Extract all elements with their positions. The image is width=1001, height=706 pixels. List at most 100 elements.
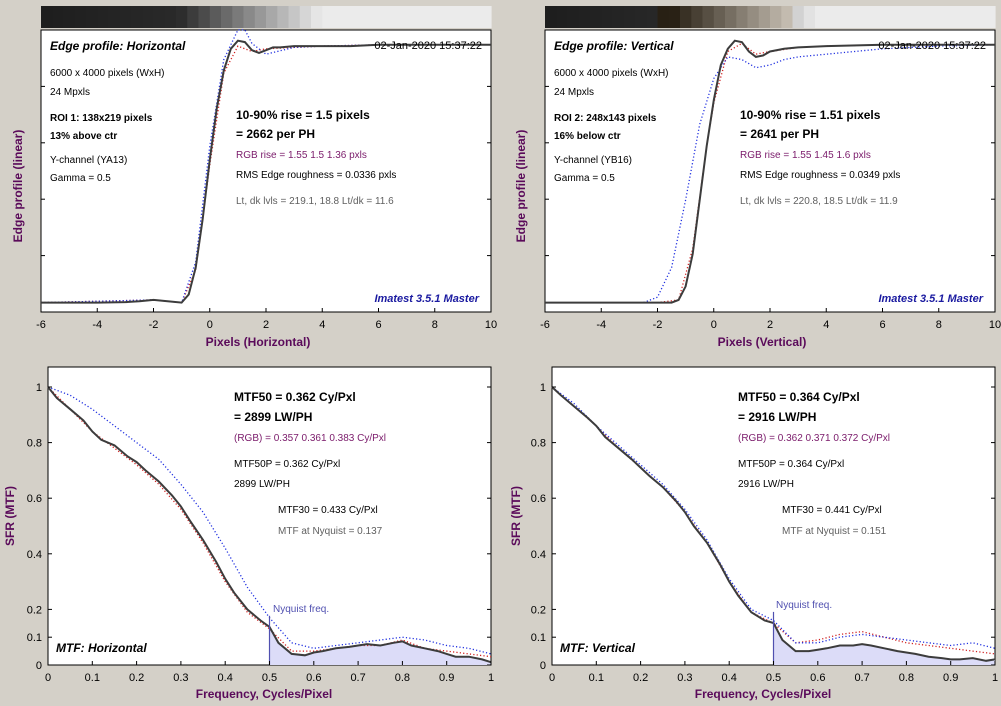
strip-cell bbox=[848, 6, 861, 28]
strip-cell bbox=[198, 6, 211, 28]
strip-cell bbox=[311, 6, 323, 28]
series-r-line bbox=[47, 386, 492, 658]
strip-cell bbox=[815, 6, 827, 28]
strip-cell bbox=[950, 6, 962, 28]
mtf50p-lwph-text: 2899 LW/PH bbox=[234, 479, 290, 490]
y-tick-label: 0.4 bbox=[27, 549, 42, 561]
strip-cell bbox=[277, 6, 290, 28]
beyond-nyquist-fill bbox=[773, 623, 995, 665]
roi-position-text: 16% below ctr bbox=[554, 131, 621, 142]
y-tick-label: 0.6 bbox=[27, 493, 42, 505]
strip-cell bbox=[119, 6, 132, 28]
mtf-horizontal-panel: 0 0.1 0.2 0.3 0.4 0.5 0.6 0.7 0.8 0.9 1 0 0.1 0.2 0.4… bbox=[0, 353, 500, 706]
y-axis-label: Edge profile (linear) bbox=[514, 130, 528, 243]
channel-text: Y-channel (YB16) bbox=[554, 155, 632, 166]
x-tick-label: 8 bbox=[432, 319, 438, 331]
strip-cell bbox=[468, 6, 481, 28]
strip-cell bbox=[646, 6, 659, 28]
strip-cell bbox=[747, 6, 760, 28]
chart-title: MTF: Vertical bbox=[560, 641, 636, 655]
y-tick-label: 0.8 bbox=[531, 438, 546, 450]
y-tick-label: 0.6 bbox=[531, 493, 546, 505]
megapixels-text: 24 Mpxls bbox=[50, 87, 90, 98]
mtf-vertical-chart: 0 0.1 0.2 0.3 0.4 0.5 0.6 0.7 0.8 0.9 1 0 0.1 0.2 0.4… bbox=[509, 366, 998, 701]
strip-cell bbox=[680, 6, 692, 28]
y-tick-label: 0.1 bbox=[531, 632, 546, 644]
strip-cell bbox=[423, 6, 436, 28]
y-tick-label: 0.2 bbox=[531, 604, 546, 616]
mtf-nyquist-text: MTF at Nyquist = 0.137 bbox=[278, 526, 383, 537]
x-tick-label: -6 bbox=[36, 319, 46, 331]
strip-cell bbox=[657, 6, 670, 28]
strip-cell bbox=[601, 6, 614, 28]
rms-roughness-text: RMS Edge roughness = 0.0349 pxls bbox=[740, 170, 900, 181]
roi-text: ROI 1: 138x219 pixels bbox=[50, 113, 153, 124]
levels-text: Lt, dk lvls = 219.1, 18.8 Lt/dk = 11.6 bbox=[236, 196, 394, 207]
timestamp: 02-Jan-2020 15:37:22 bbox=[878, 40, 986, 52]
gray-strip bbox=[545, 6, 996, 28]
edge-profile-horizontal-chart: -6 -4 -2 0 2 4 6 8 10 Edge profile: Horizontal 0… bbox=[11, 6, 497, 349]
x-tick-label: 4 bbox=[823, 319, 829, 331]
nyquist-label: Nyquist freq. bbox=[273, 604, 329, 615]
x-tick-label: 8 bbox=[936, 319, 942, 331]
rms-roughness-text: RMS Edge roughness = 0.0336 pxls bbox=[236, 170, 396, 181]
rise-per-ph-text: = 2641 per PH bbox=[740, 127, 819, 141]
mtf50-text: MTF50 = 0.362 Cy/Pxl bbox=[234, 390, 356, 404]
strip-cell bbox=[479, 6, 492, 28]
strip-cell bbox=[221, 6, 233, 28]
mtf30-text: MTF30 = 0.441 Cy/Pxl bbox=[782, 505, 882, 516]
rise-text: 10-90% rise = 1.5 pixels bbox=[236, 108, 370, 122]
strip-cell bbox=[578, 6, 591, 28]
x-tick-label: 0.3 bbox=[677, 672, 692, 684]
y-axis-label: SFR (MTF) bbox=[509, 486, 523, 546]
strip-cell bbox=[356, 6, 368, 28]
x-tick-label: 2 bbox=[767, 319, 773, 331]
roi-text: ROI 2: 248x143 pixels bbox=[554, 113, 657, 124]
timestamp: 02-Jan-2020 15:37:22 bbox=[374, 40, 482, 52]
x-tick-label: -2 bbox=[653, 319, 663, 331]
strip-cell bbox=[545, 6, 557, 28]
rgb-rise-text: RGB rise = 1.55 1.45 1.6 pxls bbox=[740, 150, 871, 161]
strip-cell bbox=[635, 6, 647, 28]
strip-cell bbox=[243, 6, 256, 28]
x-axis-label: Pixels (Horizontal) bbox=[206, 335, 311, 349]
strip-cell bbox=[905, 6, 917, 28]
y-axis-label: Edge profile (linear) bbox=[11, 130, 25, 243]
series-y-line bbox=[545, 39, 995, 304]
strip-cell bbox=[389, 6, 402, 28]
x-tick-label: 0.1 bbox=[85, 672, 100, 684]
x-axis-label: Pixels (Vertical) bbox=[718, 335, 807, 349]
strip-cell bbox=[97, 6, 110, 28]
strip-cell bbox=[623, 6, 636, 28]
nyquist-label: Nyquist freq. bbox=[776, 600, 832, 611]
x-tick-label: 6 bbox=[375, 319, 381, 331]
x-tick-label: 0.8 bbox=[395, 672, 410, 684]
strip-cell bbox=[826, 6, 839, 28]
mtf50p-lwph-text: 2916 LW/PH bbox=[738, 479, 794, 490]
gamma-text: Gamma = 0.5 bbox=[50, 173, 111, 184]
y-tick-label: 1 bbox=[36, 382, 42, 394]
strip-cell bbox=[556, 6, 569, 28]
strip-cell bbox=[86, 6, 98, 28]
mtf50p-text: MTF50P = 0.364 Cy/Pxl bbox=[738, 459, 844, 470]
strip-cell bbox=[758, 6, 771, 28]
x-axis-label: Frequency, Cycles/Pixel bbox=[695, 687, 832, 701]
x-tick-label: 0.6 bbox=[306, 672, 321, 684]
strip-cell bbox=[736, 6, 749, 28]
chart-title: Edge profile: Horizontal bbox=[50, 39, 186, 53]
rgb-rise-text: RGB rise = 1.55 1.5 1.36 pxls bbox=[236, 150, 367, 161]
x-tick-label: 0.6 bbox=[810, 672, 825, 684]
x-tick-label: 0 bbox=[549, 672, 555, 684]
x-tick-label: 0.9 bbox=[943, 672, 958, 684]
y-tick-label: 0 bbox=[36, 660, 42, 672]
strip-cell bbox=[567, 6, 580, 28]
strip-cell bbox=[367, 6, 380, 28]
strip-cell bbox=[713, 6, 726, 28]
x-tick-label: 0.2 bbox=[633, 672, 648, 684]
x-tick-label: 0.2 bbox=[129, 672, 144, 684]
x-tick-label: 0.4 bbox=[722, 672, 737, 684]
y-tick-label: 1 bbox=[540, 382, 546, 394]
y-axis-label: SFR (MTF) bbox=[3, 486, 17, 546]
megapixels-text: 24 Mpxls bbox=[554, 87, 594, 98]
series-y-line bbox=[41, 39, 491, 304]
